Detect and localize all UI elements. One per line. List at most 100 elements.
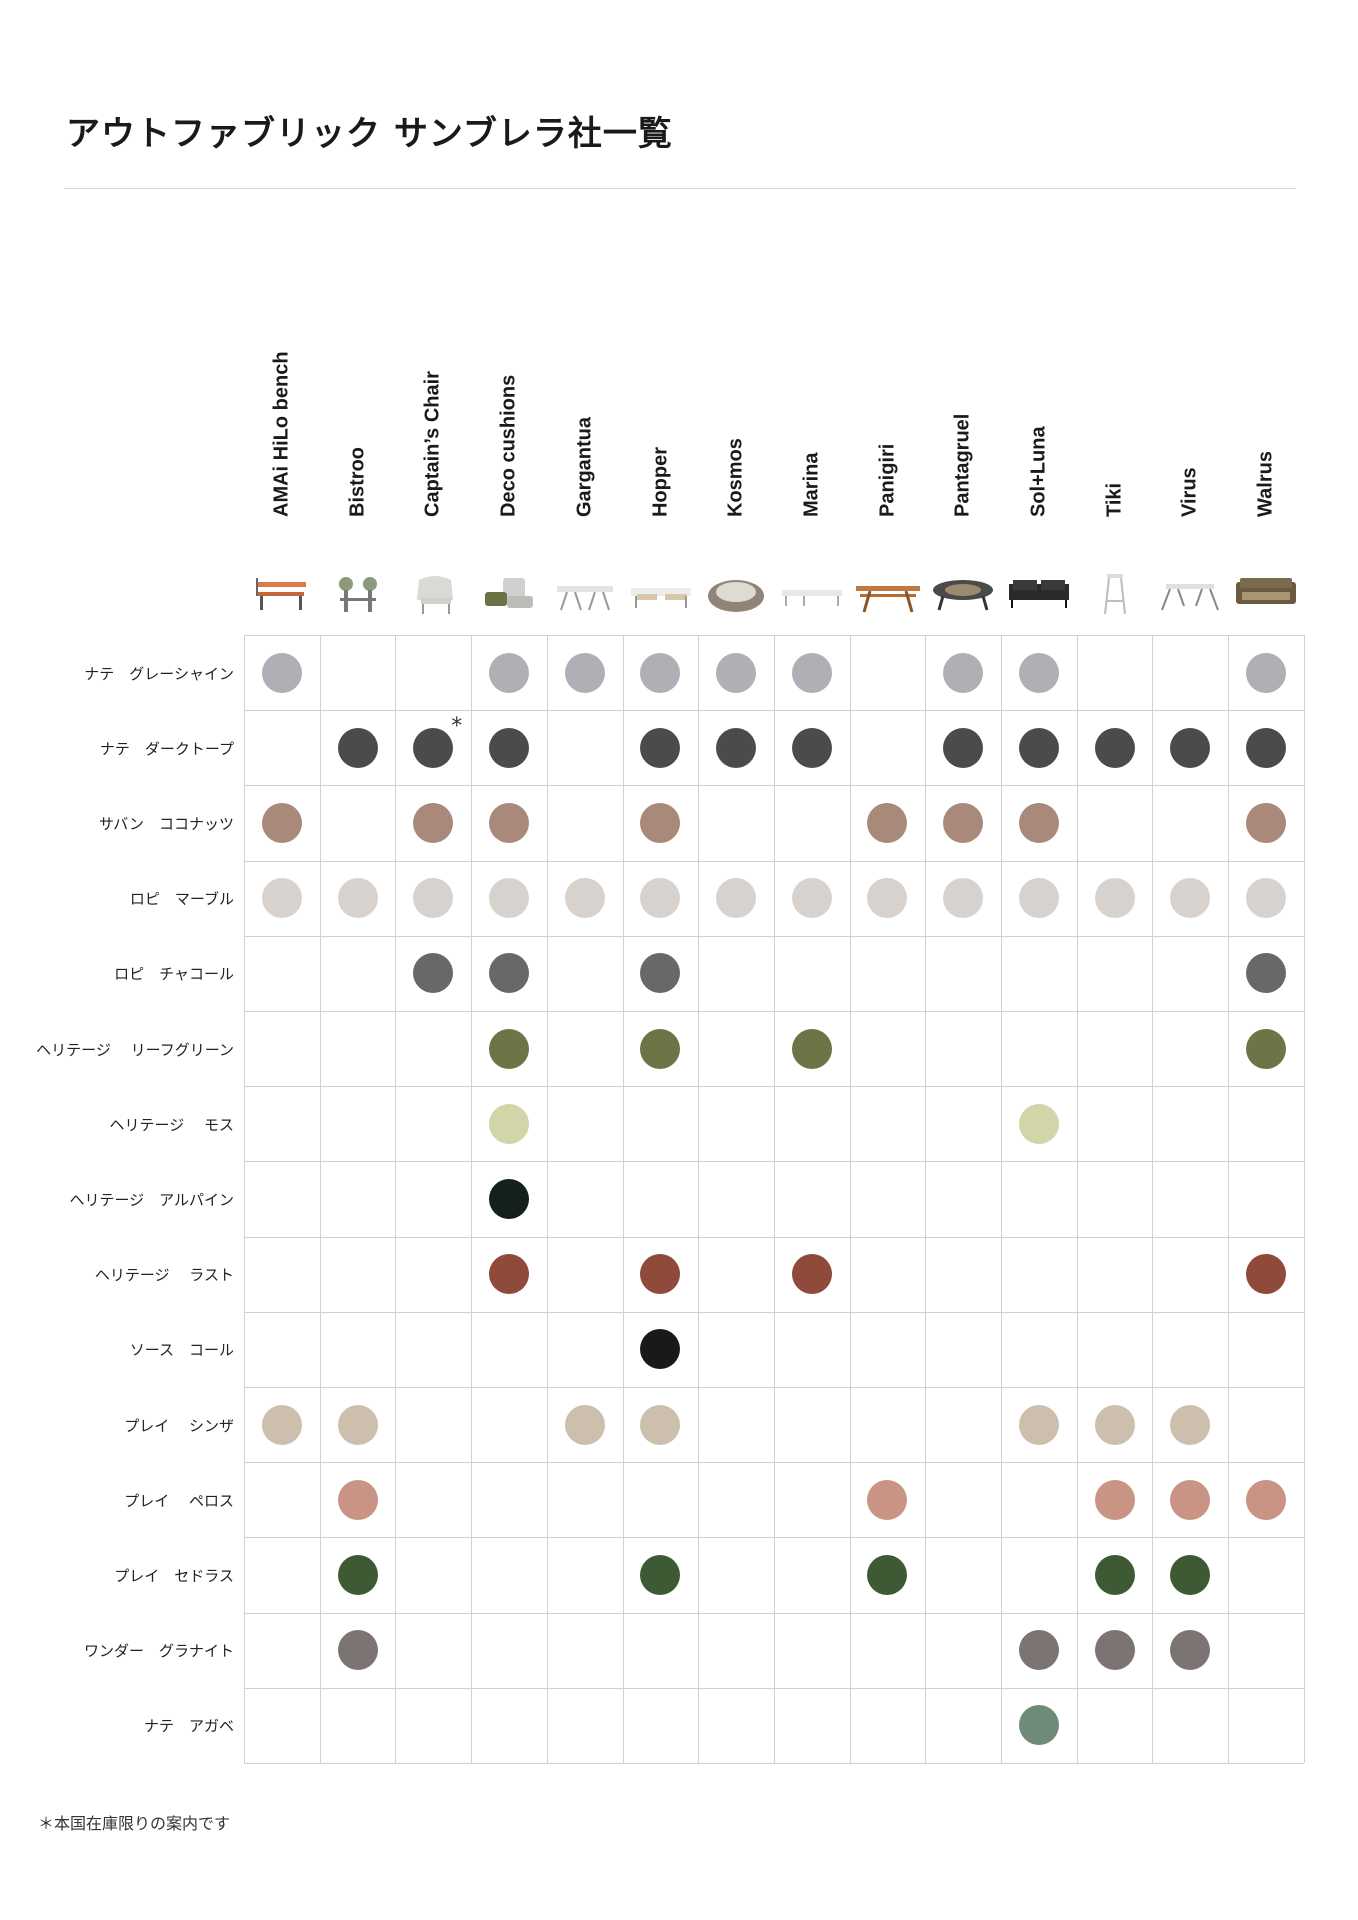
fabric-swatch-dot bbox=[1094, 1479, 1135, 1520]
fabric-swatch-dot bbox=[1245, 727, 1286, 768]
round-table-icon bbox=[925, 570, 1001, 616]
long-table-icon bbox=[623, 570, 699, 616]
fabric-swatch-dot bbox=[640, 1555, 681, 1595]
column-header-label: Virus bbox=[1178, 467, 1201, 517]
row-label: プレイ ペロス bbox=[124, 1491, 234, 1510]
cushion-icon bbox=[471, 570, 547, 616]
fabric-swatch-dot bbox=[640, 1254, 681, 1295]
fabric-swatch-dot bbox=[640, 1404, 681, 1445]
grid-column-line bbox=[1228, 635, 1230, 1763]
fabric-swatch-dot bbox=[261, 803, 302, 843]
fabric-swatch-dot bbox=[640, 1028, 681, 1069]
fabric-swatch-dot bbox=[261, 652, 302, 693]
fabric-swatch-dot bbox=[1170, 1630, 1211, 1671]
column-header-label: Captain’s Chair bbox=[421, 371, 444, 517]
column-header: Pantagruel bbox=[925, 340, 1001, 540]
grid-column-line bbox=[395, 635, 397, 1763]
column-header-label: Deco cushions bbox=[497, 374, 520, 517]
grid-column-line bbox=[1001, 635, 1002, 1763]
column-header: Hopper bbox=[623, 340, 699, 540]
fabric-swatch-dot bbox=[413, 727, 454, 768]
column-header: Bistroo bbox=[320, 340, 396, 540]
fabric-swatch-dot bbox=[1094, 1630, 1135, 1671]
grid-column-line bbox=[1303, 635, 1305, 1763]
grid-column-line bbox=[622, 635, 624, 1763]
grid-column-line bbox=[471, 635, 473, 1763]
fabric-swatch-dot bbox=[943, 727, 984, 768]
fabric-swatch-dot bbox=[640, 803, 681, 843]
fabric-swatch-dot bbox=[1170, 1555, 1211, 1595]
fabric-swatch-dot bbox=[488, 1179, 529, 1219]
grid-column-line bbox=[1152, 635, 1154, 1763]
column-header: AMAi HiLo bench bbox=[244, 340, 320, 540]
grid-column-line bbox=[849, 635, 851, 1763]
grid-column-line bbox=[773, 635, 775, 1763]
fabric-swatch-dot bbox=[337, 1555, 378, 1595]
fabric-swatch-dot bbox=[564, 878, 605, 919]
fabric-swatch-dot bbox=[488, 652, 529, 693]
row-label: ロピ チャコール bbox=[114, 965, 234, 984]
fabric-swatch-dot bbox=[640, 953, 681, 994]
fabric-swatch-dot bbox=[564, 652, 605, 693]
fabric-swatch-dot bbox=[1245, 1028, 1286, 1069]
grid-column-line bbox=[1076, 635, 1078, 1763]
fabric-swatch-dot bbox=[1170, 727, 1211, 768]
fabric-swatch-dot bbox=[488, 803, 529, 843]
fabric-swatch-dot bbox=[413, 953, 454, 994]
row-label: ヘリテージ アルパイン bbox=[69, 1191, 234, 1209]
row-label: ヘリテージ リーフグリーン bbox=[36, 1040, 234, 1059]
fabric-swatch-dot bbox=[1245, 652, 1286, 693]
page-title: アウトファブリック サンブレラ社一覧 bbox=[66, 114, 673, 154]
grid-column-line bbox=[244, 635, 245, 1763]
row-label: ワンダー グラナイト bbox=[83, 1642, 234, 1661]
fabric-swatch-dot bbox=[867, 1555, 908, 1595]
fabric-swatch-dot bbox=[1094, 878, 1135, 919]
fabric-swatch-dot bbox=[943, 803, 984, 843]
column-header: Virus bbox=[1152, 340, 1228, 540]
row-label: ソース コール bbox=[129, 1341, 234, 1360]
column-header: Gargantua bbox=[547, 340, 623, 540]
fabric-swatch-dot bbox=[640, 878, 681, 919]
footnote: ＊本国在庫限りの案内です bbox=[38, 1814, 231, 1833]
row-label: プレイ セドラス bbox=[114, 1567, 234, 1585]
row-label: ナテ ダークトープ bbox=[99, 739, 234, 758]
fabric-swatch-dot bbox=[488, 1028, 529, 1069]
fabric-swatch-dot bbox=[1170, 1404, 1211, 1445]
row-label: プレイ シンザ bbox=[124, 1416, 234, 1435]
column-header-label: Panigiri bbox=[876, 443, 899, 517]
fabric-swatch-dot bbox=[1018, 652, 1059, 693]
bench-icon bbox=[244, 570, 320, 616]
fabric-swatch-dot bbox=[1018, 878, 1059, 919]
fabric-swatch-dot bbox=[1094, 1404, 1135, 1445]
fabric-swatch-dot bbox=[413, 803, 454, 843]
grid-column-line bbox=[319, 635, 321, 1763]
fabric-swatch-dot bbox=[791, 727, 832, 768]
round-lounger-icon bbox=[698, 570, 774, 616]
fabric-swatch-dot bbox=[716, 727, 757, 768]
fabric-swatch-dot bbox=[943, 878, 984, 919]
fabric-swatch-dot bbox=[337, 878, 378, 919]
fabric-swatch-dot bbox=[488, 727, 529, 768]
row-label: ナテ アガベ bbox=[143, 1717, 234, 1736]
grid-row-line bbox=[244, 1763, 1304, 1764]
column-header-label: Bistroo bbox=[346, 447, 369, 517]
grid-column-line bbox=[546, 635, 548, 1763]
fabric-swatch-dot bbox=[337, 1630, 378, 1671]
row-label: サバン ココナッツ bbox=[98, 815, 234, 833]
grid-column-line bbox=[925, 635, 927, 1763]
fabric-swatch-dot bbox=[640, 652, 681, 693]
column-header-label: Gargantua bbox=[573, 416, 596, 517]
fabric-swatch-dot bbox=[791, 652, 832, 693]
column-header: Tiki bbox=[1077, 340, 1153, 540]
fabric-swatch-dot bbox=[716, 652, 757, 693]
armchair-icon bbox=[395, 570, 471, 616]
fabric-swatch-dot bbox=[867, 1479, 908, 1520]
row-label: ナテ グレーシャイン bbox=[84, 664, 234, 683]
column-header-label: Kosmos bbox=[724, 438, 747, 517]
fabric-swatch-dot bbox=[488, 953, 529, 994]
fabric-swatch-dot bbox=[1245, 1479, 1286, 1520]
fabric-swatch-dot bbox=[1245, 803, 1286, 843]
row-label: ロピ マーブル bbox=[129, 890, 234, 909]
column-header: Marina bbox=[774, 340, 850, 540]
fabric-swatch-dot bbox=[1245, 1254, 1286, 1295]
